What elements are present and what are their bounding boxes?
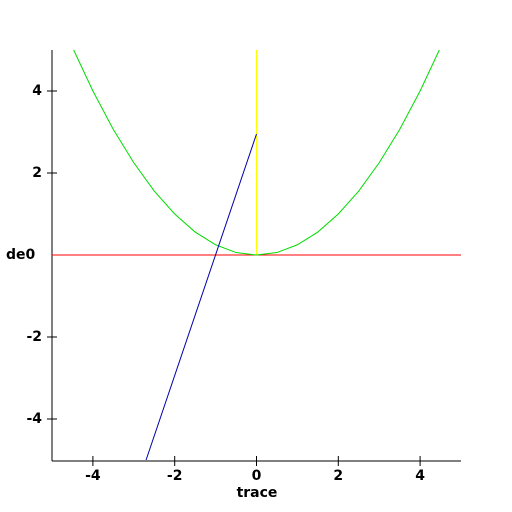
y-tick-label: 4 (32, 83, 42, 99)
x-tick-label: -2 (167, 468, 183, 484)
y-tick-label: 2 (32, 165, 42, 181)
y-tick-label: -4 (26, 411, 42, 427)
series-line (73, 49, 440, 256)
x-tick-label: 2 (333, 468, 343, 484)
series-line (145, 133, 257, 461)
x-tick-label: 4 (415, 468, 425, 484)
x-axis-label: trace (237, 485, 278, 501)
x-tick-label: -4 (85, 468, 101, 484)
x-tick-label: 0 (252, 468, 262, 484)
y-tick-label: -2 (26, 329, 42, 345)
y-axis-label: de0 (6, 247, 36, 263)
